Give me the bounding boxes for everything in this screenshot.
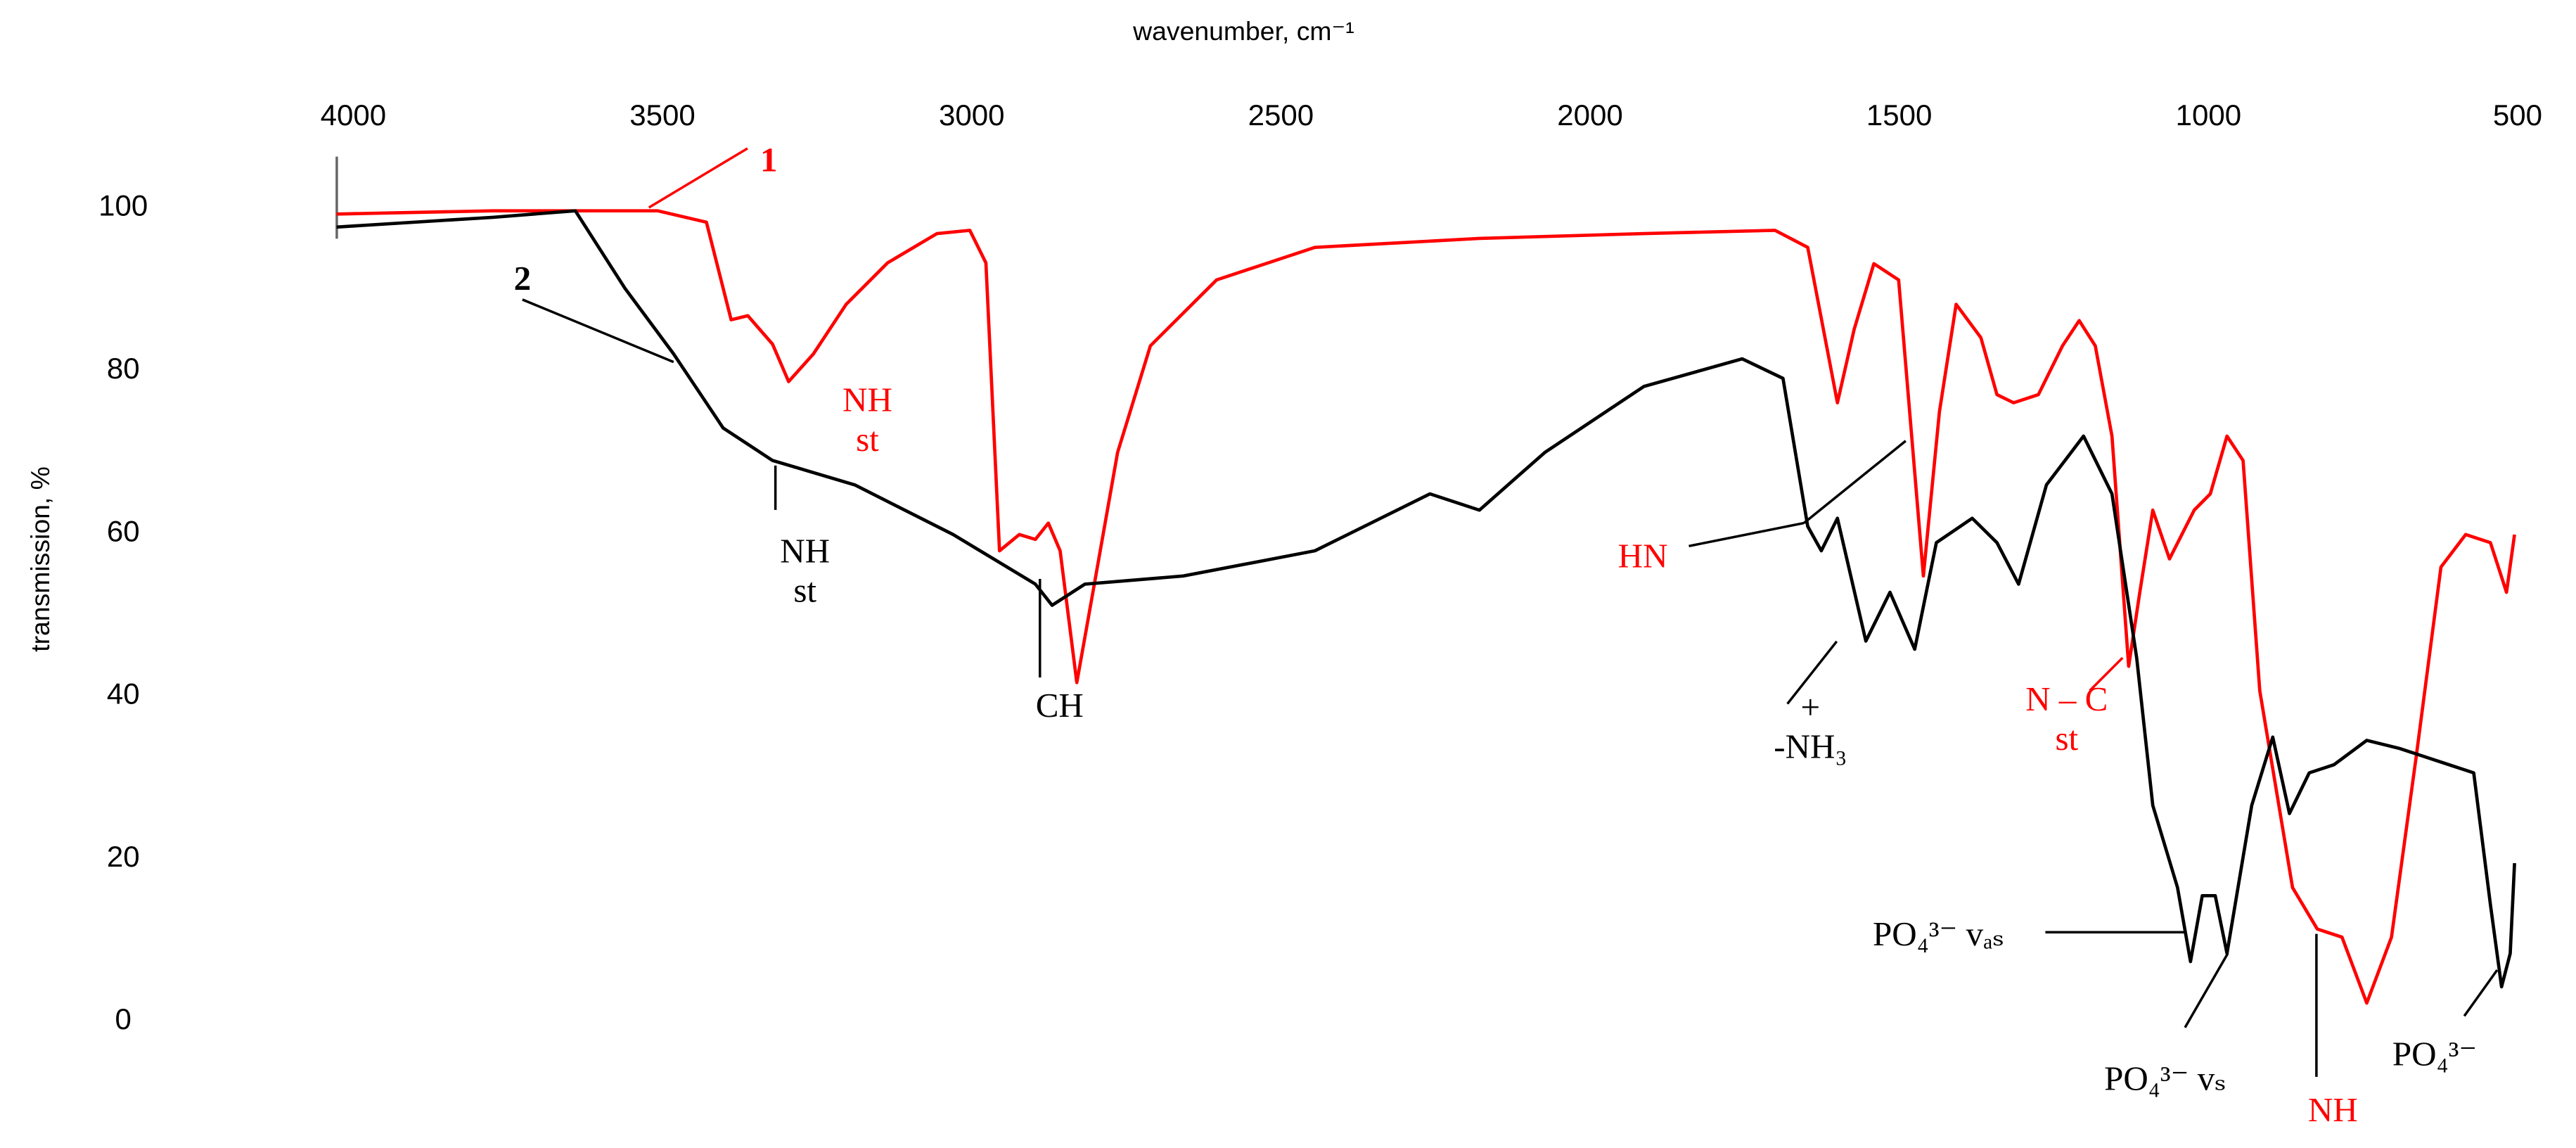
y-tick-label: 20 [107, 840, 140, 873]
pointers [335, 147, 2499, 1077]
annotation: NH [2308, 1090, 2358, 1129]
x-tick-label: 3000 [939, 98, 1005, 132]
annotation: -NH₃ [1774, 727, 1847, 766]
x-tick-label: 500 [2493, 98, 2542, 132]
y-tick-label: 100 [98, 189, 148, 222]
y-tick-label: 0 [115, 1002, 132, 1035]
spectrum-line [336, 209, 2516, 989]
pointer [1802, 440, 1907, 524]
y-tick-label: 80 [107, 352, 140, 385]
annotation: HN [1618, 537, 1668, 575]
x-tick-label: 1500 [1866, 98, 1933, 132]
pointer [2463, 969, 2499, 1017]
annotation: NH [780, 532, 830, 570]
y-tick-label: 60 [107, 514, 140, 547]
annotation: PO₄³⁻ vₛ [2104, 1059, 2226, 1098]
annotation: CH [1036, 686, 1084, 725]
spectrum-line [336, 209, 2516, 1005]
annotation: st [2055, 719, 2078, 758]
annotation: + [1801, 688, 1821, 727]
pointer [648, 147, 748, 209]
x-tick-label: 4000 [321, 98, 387, 132]
x-axis-title: wavenumber, cm⁻¹ [1132, 16, 1354, 46]
pointer [1689, 521, 1805, 548]
x-tick-label: 1000 [2176, 98, 2242, 132]
annotation: NH [842, 381, 892, 419]
series-label: 2 [514, 259, 532, 298]
annotation: N – C [2025, 680, 2108, 718]
annotation: st [793, 571, 816, 610]
y-axis-title: transmission, % [25, 466, 55, 652]
pointer [522, 298, 674, 364]
annotation: st [856, 420, 879, 459]
x-tick-label: 3500 [629, 98, 696, 132]
y-tick-label: 40 [107, 677, 140, 710]
annotation: PO₄³⁻ [2392, 1034, 2477, 1073]
pointer [2089, 656, 2124, 692]
x-tick-label: 2500 [1248, 98, 1314, 132]
pointer [2184, 952, 2229, 1028]
series-label: 1 [760, 141, 778, 179]
annotation: PO₄³⁻ vₐₛ [1873, 914, 2004, 953]
x-tick-label: 2000 [1557, 98, 1623, 132]
pointer [1786, 640, 1838, 705]
